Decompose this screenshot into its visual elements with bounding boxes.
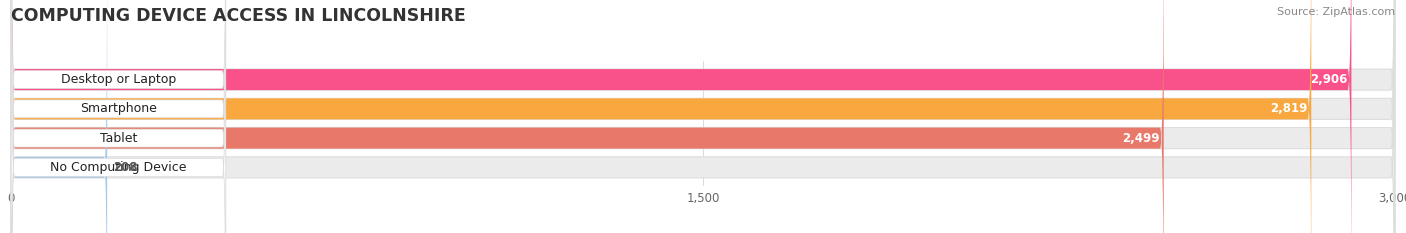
Text: Tablet: Tablet: [100, 132, 138, 145]
Text: Source: ZipAtlas.com: Source: ZipAtlas.com: [1277, 7, 1395, 17]
FancyBboxPatch shape: [11, 0, 226, 233]
FancyBboxPatch shape: [11, 0, 1395, 233]
FancyBboxPatch shape: [11, 0, 1351, 233]
Text: Desktop or Laptop: Desktop or Laptop: [60, 73, 176, 86]
FancyBboxPatch shape: [11, 0, 226, 233]
FancyBboxPatch shape: [11, 0, 226, 233]
FancyBboxPatch shape: [11, 0, 1395, 233]
FancyBboxPatch shape: [11, 0, 107, 233]
FancyBboxPatch shape: [11, 0, 1164, 233]
FancyBboxPatch shape: [11, 0, 1395, 233]
Text: 2,819: 2,819: [1270, 102, 1308, 115]
FancyBboxPatch shape: [11, 0, 1312, 233]
Text: 2,499: 2,499: [1122, 132, 1160, 145]
FancyBboxPatch shape: [11, 0, 226, 233]
Text: 2,906: 2,906: [1310, 73, 1348, 86]
Text: COMPUTING DEVICE ACCESS IN LINCOLNSHIRE: COMPUTING DEVICE ACCESS IN LINCOLNSHIRE: [11, 7, 465, 25]
Text: No Computing Device: No Computing Device: [51, 161, 187, 174]
Text: Smartphone: Smartphone: [80, 102, 157, 115]
FancyBboxPatch shape: [11, 0, 1395, 233]
Text: 208: 208: [112, 161, 138, 174]
